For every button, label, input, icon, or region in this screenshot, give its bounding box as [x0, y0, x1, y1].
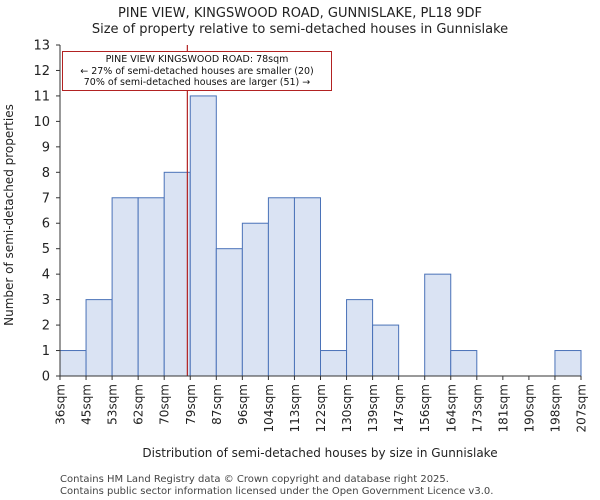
y-tick-label: 13 — [33, 39, 50, 54]
histogram-bar — [320, 350, 348, 377]
histogram-bar — [189, 95, 217, 377]
histogram-bar — [215, 248, 243, 377]
histogram-bar — [372, 324, 400, 377]
y-tick-label: 9 — [42, 140, 50, 155]
histogram-bar — [424, 273, 452, 377]
y-tick-label: 0 — [42, 370, 50, 385]
histogram-bar — [293, 197, 322, 377]
annotation-box: PINE VIEW KINGSWOOD ROAD: 78sqm ← 27% of… — [62, 51, 332, 91]
x-tick-label: 79sqm — [184, 384, 198, 425]
x-tick-label: 36sqm — [54, 384, 68, 425]
annotation-line-1: PINE VIEW KINGSWOOD ROAD: 78sqm — [105, 54, 289, 65]
x-tick-label: 198sqm — [548, 384, 562, 432]
x-tick-label: 181sqm — [496, 384, 510, 432]
annotation-line-2: ← 27% of semi-detached houses are smalle… — [80, 65, 314, 77]
y-tick-label: 6 — [42, 217, 50, 232]
y-tick-label: 2 — [42, 319, 50, 334]
y-tick-label: 12 — [33, 64, 50, 79]
x-tick-label: 53sqm — [106, 384, 120, 425]
footer-copyright: Contains HM Land Registry data © Crown c… — [60, 474, 449, 485]
histogram-bar — [241, 222, 269, 377]
x-tick-label: 156sqm — [418, 384, 432, 432]
x-tick-label: 122sqm — [314, 384, 328, 432]
x-tick-label: 173sqm — [470, 384, 484, 432]
histogram-bar — [85, 299, 113, 377]
histogram-bar — [163, 171, 191, 377]
y-tick-label: 10 — [33, 115, 50, 130]
x-tick-label: 45sqm — [80, 384, 94, 425]
x-tick-label: 96sqm — [236, 384, 250, 425]
histogram-bar — [346, 299, 374, 377]
histogram-bar — [554, 350, 582, 377]
y-axis-label: Number of semi-detached properties — [2, 104, 16, 326]
y-tick-label: 4 — [42, 268, 50, 283]
y-tick-label: 7 — [42, 191, 50, 206]
y-tick-label: 8 — [42, 166, 50, 181]
x-tick-label: 62sqm — [132, 384, 146, 425]
y-tick-label: 1 — [42, 344, 50, 359]
y-tick-label: 5 — [42, 242, 50, 257]
x-axis-label: Distribution of semi-detached houses by … — [142, 446, 497, 460]
annotation-line-3: 70% of semi-detached houses are larger (… — [83, 77, 311, 88]
x-tick-label: 190sqm — [522, 384, 536, 432]
x-tick-label: 113sqm — [288, 384, 302, 432]
footer-licence: Contains public sector information licen… — [60, 486, 494, 497]
x-tick-label: 147sqm — [392, 384, 406, 432]
chart-title: PINE VIEW, KINGSWOOD ROAD, GUNNISLAKE, P… — [118, 6, 482, 21]
x-tick-label: 87sqm — [210, 384, 224, 425]
y-tick-label: 3 — [42, 293, 50, 308]
histogram-bar — [450, 350, 478, 377]
histogram-bar — [137, 197, 165, 377]
x-tick-label: 207sqm — [575, 384, 589, 432]
x-tick-label: 130sqm — [340, 384, 354, 432]
y-tick-label: 11 — [33, 89, 50, 104]
histogram-bar — [59, 350, 87, 377]
x-tick-label: 164sqm — [444, 384, 458, 432]
x-tick-label: 70sqm — [158, 384, 172, 425]
x-tick-label: 139sqm — [366, 384, 380, 432]
chart-subtitle: Size of property relative to semi-detach… — [91, 22, 509, 37]
histogram-bar — [267, 197, 295, 377]
x-tick-label: 104sqm — [262, 384, 276, 432]
histogram-bar — [111, 197, 139, 377]
